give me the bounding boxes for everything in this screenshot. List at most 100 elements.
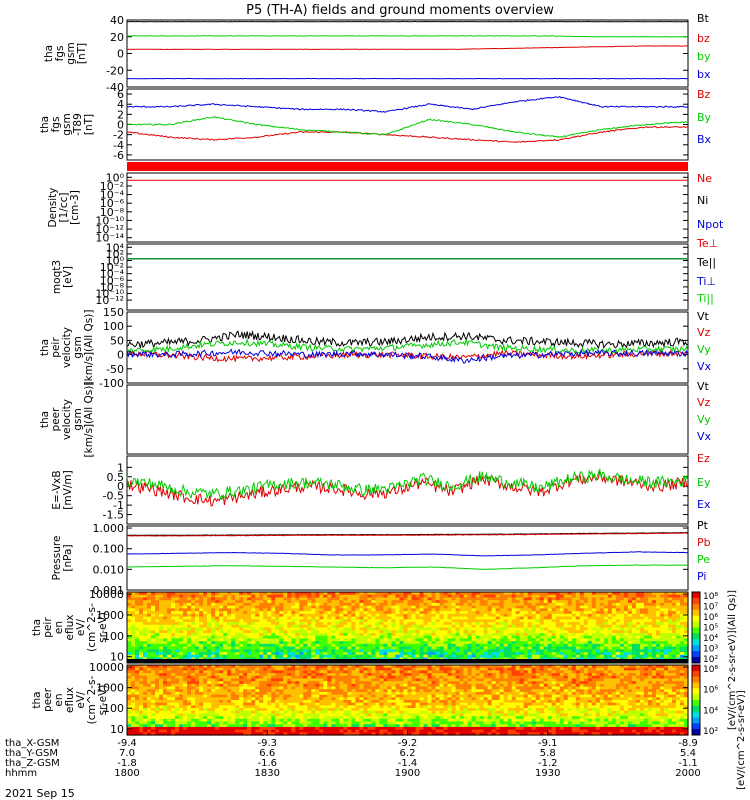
panel-frame	[126, 243, 689, 311]
colorbar-tick: 10⁷	[703, 603, 718, 613]
svg-text:[nT]: [nT]	[76, 43, 88, 64]
y-tick-label: 10⁻⁸	[100, 281, 125, 294]
svg-text:moqt3: moqt3	[51, 260, 63, 294]
y-axis-label: Pressure [nPa]	[51, 536, 74, 581]
series-line-bz	[126, 45, 689, 51]
legend-entry: Vy	[697, 413, 711, 426]
y-tick-label: 0	[117, 349, 124, 362]
y-tick-label: 0.001	[93, 584, 125, 597]
series-line-Vz	[126, 348, 689, 363]
panel-peer_velocity: tha peer velocity gsm [km/s](All Qs)] Vt Vz Vy V…	[39, 380, 712, 457]
y-tick-label: 40	[110, 14, 124, 27]
series-line-Ey	[126, 467, 689, 501]
y-tick-label: 10⁻¹⁰	[95, 288, 124, 301]
svg-text:Density: Density	[47, 188, 59, 228]
y-tick-label: 10⁻¹⁰	[95, 214, 124, 227]
y-axis-label: tha peer velocity gsm [km/s](All Qs)]	[39, 382, 95, 458]
panel-pressure: 1.000 0.100 0.010 0.001 Pressure [nPa] Pt Pb Pe P…	[51, 519, 711, 597]
date-label: 2021 Sep 15	[5, 787, 75, 800]
series-line-Bz	[126, 125, 689, 143]
y-tick-label: 0	[117, 119, 124, 132]
y-tick-label: 100	[103, 320, 124, 333]
y-axis-label: moqt3 [eV]	[51, 260, 74, 294]
y-tick-label: 10	[110, 651, 124, 664]
legend-entry: Te⊥	[696, 237, 718, 250]
svg-text:eflux: eflux	[64, 615, 76, 641]
y-tick-label: 10⁻¹²	[95, 223, 124, 236]
svg-text:gsm: gsm	[65, 42, 77, 64]
y-tick-label: 10⁻²	[100, 180, 124, 193]
colorbar-tick: 10⁸	[703, 592, 718, 602]
y-axis-label: Density [1/cc] [cm-3]	[47, 188, 81, 228]
colorbar-tick: 10³	[703, 645, 718, 655]
y-tick-label: 1.000	[93, 522, 125, 535]
legend-entry: Pe	[697, 553, 710, 566]
y-tick-label: -0.5	[103, 490, 124, 503]
y-tick-label: 10⁰	[106, 255, 125, 268]
legend-entry: Ex	[697, 498, 711, 511]
legend-entry: bx	[697, 68, 711, 81]
legend-entry: Bz	[697, 88, 711, 101]
series-line-By	[126, 116, 688, 138]
colorbar-tick: 10²	[703, 655, 718, 665]
y-tick-label: 10²	[106, 248, 124, 261]
y-tick-label: -4	[113, 139, 124, 152]
svg-text:gsm: gsm	[61, 113, 73, 135]
y-tick-label: 10000	[89, 588, 124, 601]
legend-entry: Vz	[697, 396, 711, 409]
series-line-Vy	[126, 337, 689, 355]
x-axis-row-label: tha_Y-GSM	[5, 748, 58, 759]
svg-text:sr-eV): sr-eV)	[97, 612, 109, 643]
legend-entry: Te||	[696, 256, 716, 269]
legend-entry: By	[697, 111, 712, 124]
y-tick-label: 1000	[96, 682, 124, 695]
y-tick-label: -20	[106, 64, 124, 77]
y-tick-label: 10⁻⁸	[100, 206, 125, 219]
y-tick-label: -6	[113, 149, 124, 162]
y-tick-label: -1.5	[103, 509, 124, 522]
panel-frame	[126, 455, 689, 525]
svg-text:tha: tha	[39, 339, 51, 356]
colorbar-tick: 10⁶	[703, 686, 718, 696]
y-tick-label: 0.100	[93, 543, 125, 556]
legend-entry: Ti||	[696, 292, 714, 305]
y-tick-label: 0.5	[107, 471, 125, 484]
chart-title: P5 (TH-A) fields and ground moments over…	[246, 3, 554, 18]
svg-text:(cm^2-s-: (cm^2-s-	[86, 603, 98, 652]
y-tick-label: 150	[103, 306, 124, 319]
legend-entry: Bt	[697, 12, 710, 25]
y-tick-label: 2	[117, 108, 124, 121]
y-tick-label: -2	[113, 129, 124, 142]
panel-frame	[126, 311, 689, 384]
svg-text:[nT]: [nT]	[83, 114, 95, 135]
legend-entry: Npot	[697, 218, 724, 231]
y-tick-label: 1000	[96, 609, 124, 622]
y-axis-label: tha peir velocity gsm [km/s](All Qs)]	[39, 310, 95, 386]
panel-frame	[126, 525, 689, 591]
svg-text:tha: tha	[39, 411, 51, 428]
y-axis-label: tha fgs gsm [nT]	[43, 42, 88, 64]
colorbar-tick: 10²	[703, 727, 718, 737]
legend-entry: Vt	[697, 310, 710, 323]
legend-entry: Ti⊥	[696, 275, 716, 288]
y-tick-label: 100	[103, 630, 124, 643]
svg-text:gsm: gsm	[72, 336, 84, 358]
y-tick-label: 10000	[89, 661, 124, 674]
svg-text:velocity: velocity	[61, 399, 73, 440]
y-tick-label: 4	[117, 98, 124, 111]
series-line-Pb	[126, 532, 689, 537]
svg-text:[nPa]: [nPa]	[62, 544, 74, 571]
colorbar-tick: 10⁶	[703, 613, 718, 623]
y-tick-label: 10	[110, 723, 124, 736]
legend-entry: Vz	[697, 326, 711, 339]
y-tick-label: 10⁻¹²	[95, 294, 124, 307]
y-axis-label: tha peir en eflux eV/(cm^2-s-sr-eV)	[31, 603, 109, 652]
